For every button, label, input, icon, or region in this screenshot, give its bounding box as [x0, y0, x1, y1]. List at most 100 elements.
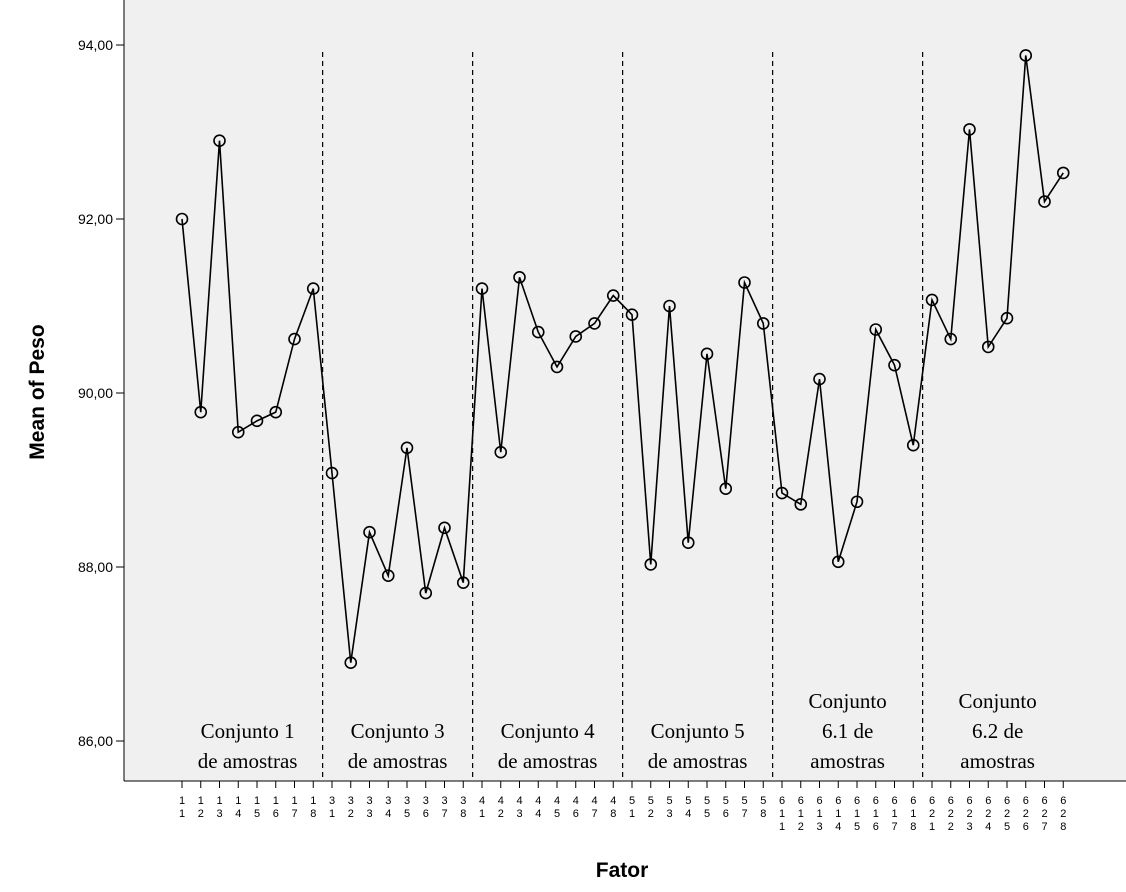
data-point	[925, 293, 939, 307]
group-label: de amostras	[498, 749, 598, 773]
data-point	[400, 441, 414, 455]
data-point	[888, 358, 901, 372]
data-point	[438, 521, 451, 535]
data-point	[1019, 49, 1033, 62]
data-point	[606, 289, 620, 302]
group-label: Conjunto 3	[351, 719, 445, 743]
group-label: amostras	[960, 749, 1035, 773]
data-point	[550, 360, 564, 374]
group-label: 6.1 de	[822, 719, 873, 743]
group-label: Conjunto 1	[201, 719, 295, 743]
group-labels: Conjunto 1 de amostras Conjunto 3 de amostr…	[198, 689, 1037, 773]
data-point	[456, 576, 470, 589]
data-point	[963, 123, 976, 136]
group-label: Conjunto	[959, 689, 1037, 713]
x-axis-title: Fator	[596, 859, 649, 882]
data-point	[644, 558, 658, 571]
x-axis: 1 1 1 2 1 3 1 4 1 5 1 6 1 7 1 8 3 1 3 2 3 3 3 4 3 5 3 6 3 7 3 8 4 1 4 2 4 3 4 4…	[124, 780, 1126, 833]
data-point	[1000, 311, 1014, 325]
data-point	[513, 270, 526, 284]
data-point	[906, 438, 920, 452]
group-label: amostras	[810, 749, 885, 773]
data-point	[475, 282, 489, 295]
data-point	[981, 340, 995, 354]
data-point	[588, 317, 601, 330]
data-point	[681, 536, 695, 549]
data-point	[700, 347, 714, 361]
data-point	[775, 486, 789, 500]
data-point	[869, 323, 883, 336]
data-point	[569, 330, 583, 343]
plot-area	[124, 0, 1126, 781]
y-tick-label: 86,00	[78, 733, 113, 749]
data-point	[719, 482, 733, 496]
data-point	[1056, 166, 1070, 180]
data-point	[813, 372, 826, 386]
data-point	[794, 498, 808, 511]
data-point	[175, 212, 189, 226]
group-label: de amostras	[648, 749, 748, 773]
data-point	[231, 425, 245, 439]
group-separators	[322, 52, 924, 781]
series-line	[181, 55, 1064, 663]
data-points	[175, 49, 1070, 670]
y-tick-label: 94,00	[78, 37, 113, 53]
data-point	[363, 525, 376, 539]
group-label: 6.2 de	[972, 719, 1023, 743]
y-tick-label: 88,00	[78, 559, 113, 575]
group-label: de amostras	[198, 749, 298, 773]
y-tick-label: 90,00	[78, 385, 113, 401]
data-point	[850, 495, 864, 509]
data-point	[344, 656, 358, 670]
data-point	[1038, 195, 1051, 208]
y-tick-label: 92,00	[78, 211, 113, 227]
data-point	[381, 569, 395, 583]
data-point	[831, 555, 845, 569]
data-point	[288, 332, 301, 346]
group-label: Conjunto	[809, 689, 887, 713]
data-point	[194, 405, 208, 419]
data-point	[738, 276, 751, 289]
group-label: Conjunto 4	[501, 719, 595, 743]
y-axis: 86,00 88,00 90,00 92,00 94,00	[78, 0, 125, 781]
